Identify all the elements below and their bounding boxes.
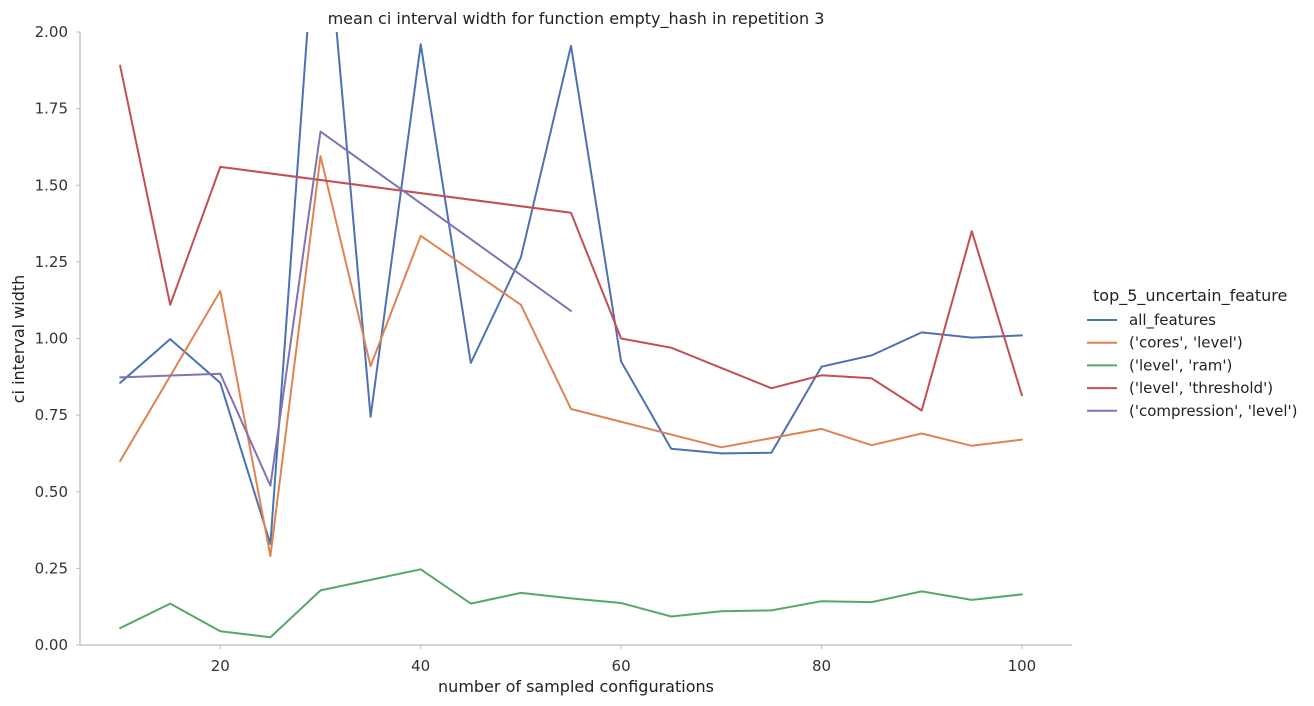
y-tick-label: 0.50 [35, 483, 68, 501]
legend: top_5_uncertain_feature all_features ('co… [1087, 286, 1298, 420]
y-tick-label: 1.25 [35, 253, 68, 271]
x-tick-label: 80 [812, 657, 831, 675]
chart-title: mean ci interval width for function empt… [328, 9, 825, 29]
x-tick-label: 20 [211, 657, 230, 675]
series-line-4 [119, 130, 572, 487]
y-tick-label: 1.00 [35, 330, 68, 348]
y-tick-label: 2.00 [35, 23, 68, 41]
legend-label-1: ('cores', 'level') [1129, 334, 1243, 352]
y-tick-label: 1.75 [35, 100, 68, 118]
y-tick-labels: 0.00 0.25 0.50 0.75 1.00 1.25 1.50 1.75 2.00 [35, 23, 80, 654]
x-tick-label: 100 [1008, 657, 1037, 675]
y-tick-label: 0.00 [35, 636, 68, 654]
x-tick-label: 40 [411, 657, 430, 675]
y-axis-label: ci interval width [9, 275, 28, 404]
legend-label-0: all_features [1129, 311, 1216, 330]
x-axis-label: number of sampled configurations [438, 677, 714, 696]
y-tick-label: 0.75 [35, 406, 68, 424]
series-line-3 [119, 64, 1023, 412]
legend-label-2: ('level', 'ram') [1129, 356, 1232, 374]
series-lines [119, 32, 1023, 639]
legend-label-4: ('compression', 'level') [1129, 402, 1298, 420]
series-line-1 [119, 155, 1023, 558]
y-tick-label: 0.25 [35, 559, 68, 577]
series-line-2 [119, 568, 1023, 639]
x-tick-label: 60 [612, 657, 631, 675]
x-tick-labels: 20 40 60 80 100 [211, 645, 1036, 675]
legend-title: top_5_uncertain_feature [1093, 286, 1287, 306]
y-tick-label: 1.50 [35, 176, 68, 194]
legend-label-3: ('level', 'threshold') [1129, 379, 1273, 397]
series-line-0 [119, 32, 1023, 545]
